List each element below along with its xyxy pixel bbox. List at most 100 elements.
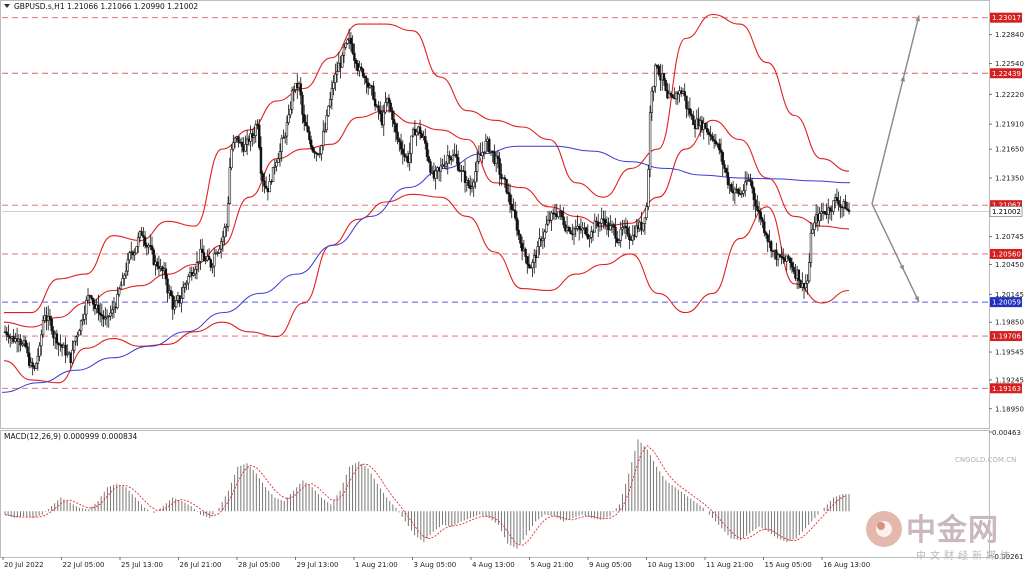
candle-body — [752, 187, 756, 201]
candle-body — [612, 224, 615, 228]
candle-body — [754, 199, 757, 207]
candle-body — [688, 108, 692, 115]
candle-body — [332, 82, 335, 89]
y-tick-label: 1.19850 — [995, 319, 1024, 327]
level-marker — [990, 331, 1022, 342]
candle-body — [617, 240, 621, 243]
candle-body — [655, 64, 659, 67]
candle-body — [133, 252, 136, 256]
candle-body — [38, 345, 41, 357]
candle-body — [562, 216, 565, 226]
candle-body — [92, 297, 95, 305]
candle-body — [757, 210, 761, 213]
candle-body — [268, 181, 271, 193]
level-label: 1.21002 — [992, 208, 1021, 216]
candle-body — [840, 206, 844, 209]
candle-body — [598, 223, 602, 227]
candle-body — [273, 165, 277, 168]
candle-body — [584, 227, 588, 235]
candle-body — [117, 288, 121, 295]
candle-body — [173, 306, 176, 310]
candle-body — [123, 274, 126, 279]
candle-body — [763, 221, 766, 233]
candle-body — [603, 219, 607, 226]
candle-body — [761, 218, 764, 223]
candle-body — [175, 300, 178, 308]
candle-body — [790, 262, 794, 268]
candle-body — [221, 236, 225, 242]
candle-body — [200, 248, 204, 253]
candle-body — [244, 143, 247, 152]
candle-body — [474, 171, 477, 183]
candle-body — [744, 181, 747, 192]
candle-body — [472, 181, 475, 188]
candle-body — [230, 148, 233, 169]
candle-body — [112, 306, 116, 311]
candle-body — [494, 155, 498, 165]
macd-panel[interactable] — [0, 430, 990, 558]
candle-body — [527, 263, 531, 268]
candle-body — [232, 142, 235, 150]
candle-body — [57, 342, 60, 345]
candle-body — [128, 252, 131, 261]
symbol-header: GBPUSD.s,H1 1.21066 1.21066 1.20990 1.21… — [14, 2, 198, 11]
candle-body — [387, 97, 391, 104]
candle-body — [714, 140, 718, 145]
candle-body — [213, 253, 216, 267]
candle-body — [152, 249, 155, 265]
candle-body — [76, 334, 79, 338]
candle-body — [444, 162, 448, 167]
candle-body — [389, 102, 392, 111]
candle-body — [287, 114, 290, 123]
candle-body — [366, 82, 370, 88]
candle-body — [346, 39, 349, 44]
candle-body — [792, 266, 795, 272]
price-panel-border — [0, 0, 990, 429]
candle-body — [463, 170, 467, 183]
candle-body — [619, 228, 622, 241]
candle-body — [588, 237, 591, 239]
y-tick-label: 1.20145 — [995, 291, 1024, 299]
x-tick-label: 9 Aug 05:00 — [589, 561, 632, 569]
candle-body — [593, 220, 596, 233]
candle-body — [546, 219, 550, 225]
candle-body — [519, 234, 522, 244]
candle-body — [361, 68, 365, 77]
candle-body — [240, 142, 244, 147]
candle-body — [510, 203, 513, 210]
candle-body — [507, 191, 510, 195]
price-panel[interactable] — [0, 0, 990, 429]
candle-body — [526, 256, 529, 265]
x-tick-label: 22 Jul 05:00 — [63, 561, 105, 569]
macd-histogram — [4, 439, 850, 549]
candle-body — [709, 134, 712, 137]
candle-body — [645, 206, 648, 219]
candle-body — [19, 338, 22, 346]
candle-body — [72, 340, 76, 351]
candle-body — [652, 86, 655, 92]
x-tick-label: 16 Aug 13:00 — [823, 561, 870, 569]
moving-average — [1, 145, 851, 393]
candle-body — [166, 278, 169, 294]
candle-body — [50, 319, 53, 331]
candle-body — [557, 211, 560, 218]
candle-body — [750, 181, 754, 189]
candle-body — [567, 227, 571, 231]
candle-body — [41, 320, 45, 336]
candle-body — [408, 153, 411, 163]
candle-body — [520, 243, 524, 252]
candle-body — [707, 131, 711, 135]
candle-body — [379, 110, 382, 115]
level-label: 1.22439 — [992, 70, 1021, 78]
candle-body — [505, 178, 508, 193]
candle-body — [439, 165, 443, 172]
candle-body — [662, 73, 666, 81]
candle-body — [81, 319, 85, 322]
candle-body — [782, 257, 785, 260]
candle-body — [804, 283, 807, 289]
candlesticks — [3, 28, 851, 376]
candle-body — [252, 135, 256, 138]
candle-body — [308, 131, 311, 141]
candle-body — [641, 223, 645, 231]
candle-body — [657, 65, 660, 75]
